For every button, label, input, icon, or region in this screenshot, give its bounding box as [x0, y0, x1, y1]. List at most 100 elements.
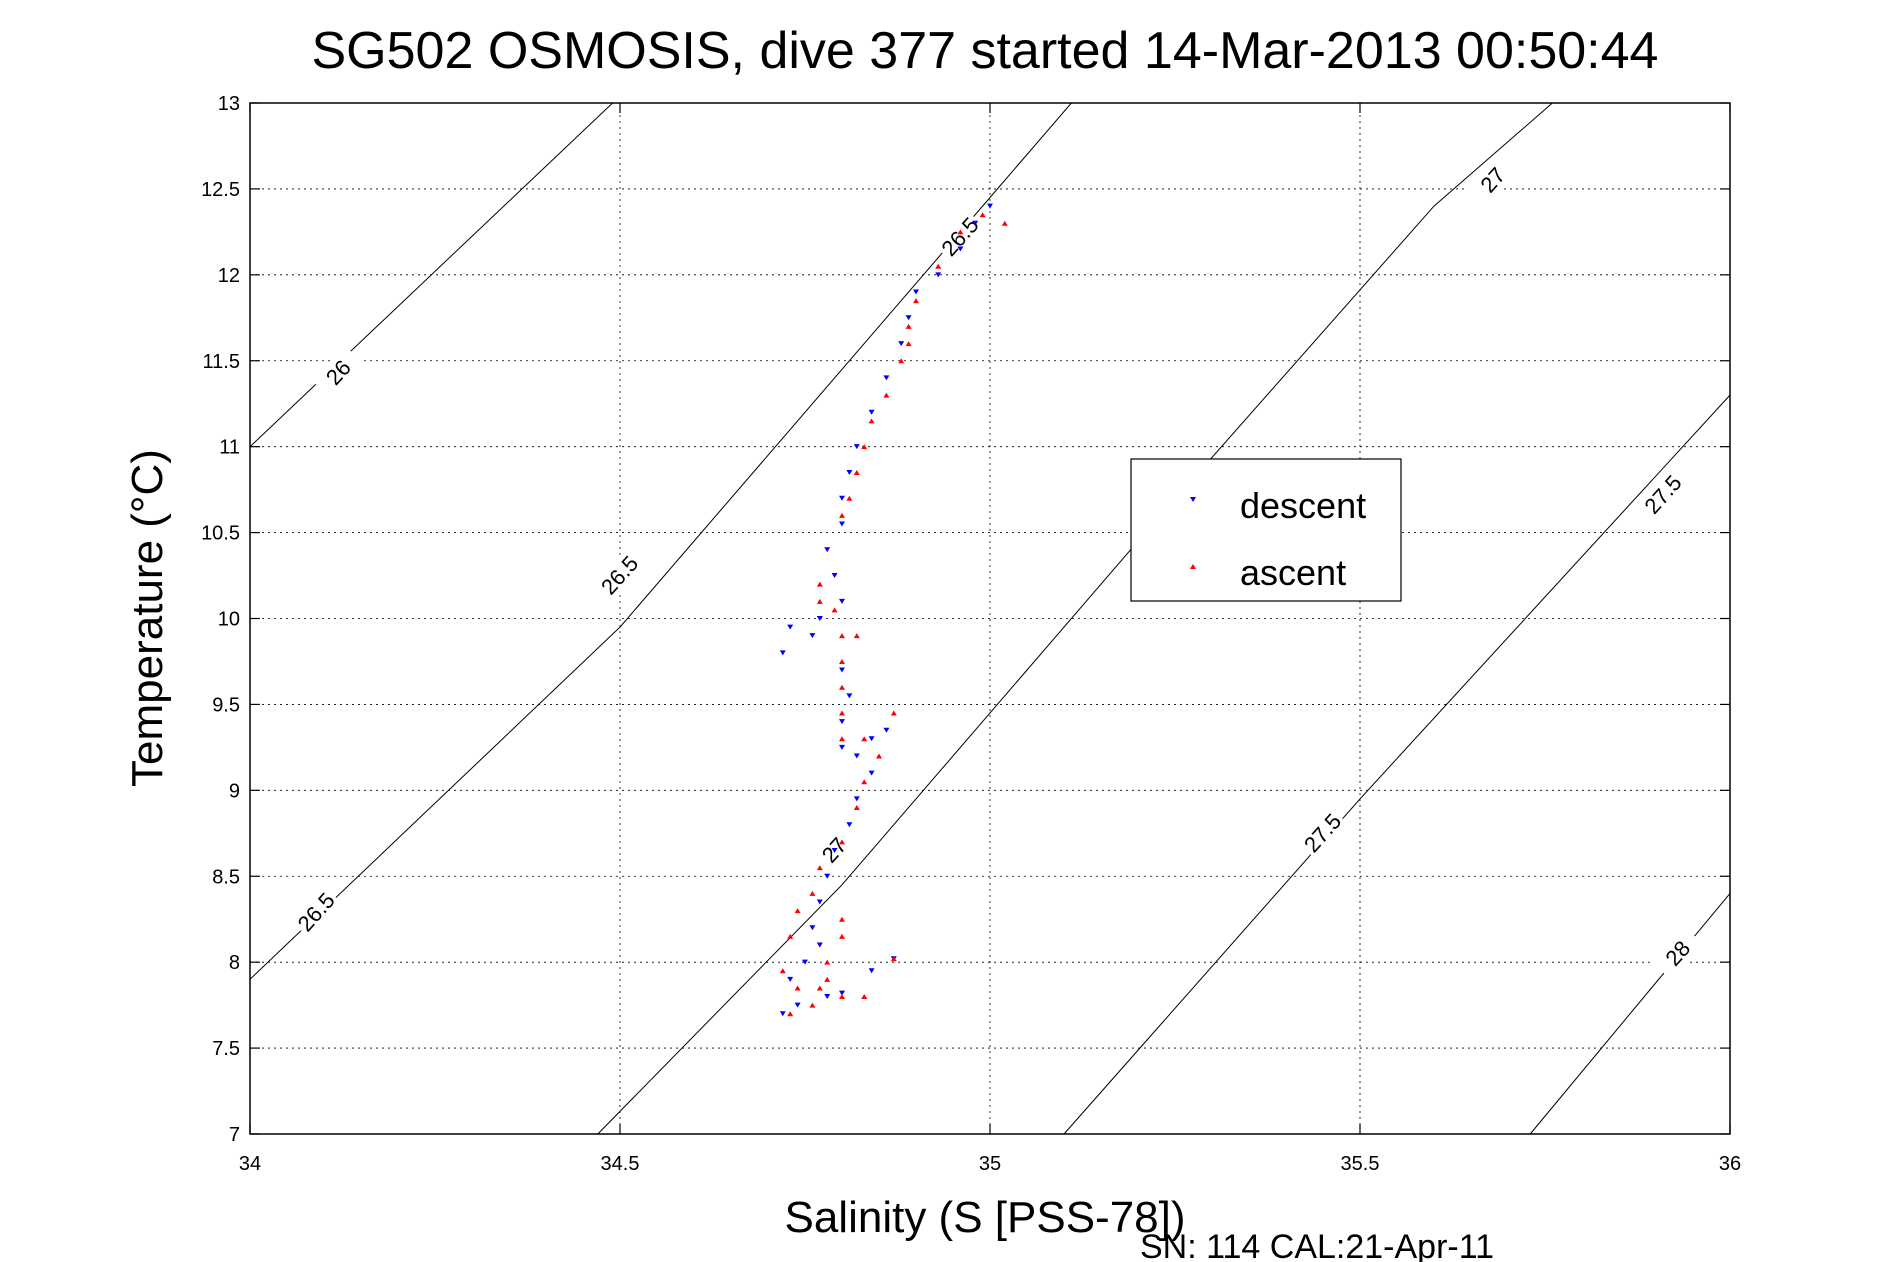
descent-point [779, 1011, 786, 1017]
ascent-point [853, 633, 860, 639]
ascent-point [905, 323, 912, 329]
descent-point [824, 547, 831, 553]
ascent-point [898, 358, 905, 364]
contour-label-mask [1467, 153, 1519, 207]
ascent-point [913, 298, 919, 304]
x-axis-title: Salinity (S [PSS-78]) [784, 1193, 1185, 1242]
descent-point [816, 899, 823, 905]
density-contour-line [1529, 893, 1731, 1135]
descent-point [787, 976, 794, 982]
grid-lines [250, 103, 1730, 1134]
legend-ascent-marker [1190, 564, 1196, 569]
y-tick-label: 11 [219, 437, 240, 459]
descent-point [831, 847, 838, 853]
descent-point [846, 469, 853, 475]
serial-calibration-note: SN: 114 CAL:21-Apr-11 [1140, 1228, 1494, 1262]
y-tick-label: 7.5 [212, 1038, 240, 1060]
ascent-point [809, 890, 816, 896]
ascent-point [861, 736, 868, 742]
contour-label-mask [1652, 927, 1704, 981]
contour-label-mask [313, 346, 365, 400]
legend-box [1130, 458, 1402, 602]
chart-title: SG502 OSMOSIS, dive 377 started 14-Mar-2… [312, 22, 1659, 80]
ascent-point [794, 985, 801, 991]
contour-label-mask [594, 549, 646, 603]
descent-point [816, 942, 823, 948]
descent-point [883, 727, 890, 733]
descent-point [883, 375, 890, 381]
descent-point [868, 409, 875, 415]
ascent-point [890, 956, 897, 962]
ascent-point [876, 753, 882, 759]
ascent-point [809, 1002, 816, 1008]
ascent-point [839, 994, 845, 1000]
descent-point [898, 341, 905, 347]
x-axis-ticks: 34 34.5 35 35.5 36 [239, 103, 1741, 1175]
ascent-point [890, 710, 897, 716]
y-tick-label: 8.5 [212, 866, 240, 888]
descent-point [831, 573, 838, 579]
ascent-point [861, 994, 868, 1000]
contour-label-mask [1297, 806, 1349, 860]
x-tick-label: 34.5 [601, 1153, 640, 1175]
contour-label-mask [290, 885, 343, 939]
density-contour-line [1063, 394, 1731, 1135]
descent-point [868, 968, 875, 974]
contour-label-mask [1637, 468, 1690, 522]
descent-point [853, 444, 860, 450]
ascent-point [1001, 220, 1008, 226]
y-axis-ticks: 7 7.5 8 8.5 9 9.5 10 10.5 11 11.5 12 12.5 13 [201, 93, 1730, 1146]
descent-point [846, 693, 853, 699]
y-tick-label: 7 [229, 1124, 240, 1146]
descent-point [802, 959, 808, 965]
density-contour-line [249, 102, 1072, 980]
ascent-point [868, 418, 875, 424]
ascent-point [846, 495, 853, 501]
ascent-point [816, 985, 823, 991]
ascent-point [839, 710, 845, 716]
descent-point [824, 994, 831, 1000]
y-tick-label: 13 [218, 93, 240, 115]
x-tick-label: 36 [1719, 1153, 1741, 1175]
descent-point [809, 925, 816, 931]
ascent-point [816, 865, 823, 871]
descent-point [905, 315, 912, 321]
y-tick-label: 10.5 [201, 523, 240, 545]
ascent-point [787, 933, 794, 939]
legend-descent-label: descent [1240, 485, 1366, 526]
x-tick-label: 35 [979, 1153, 1001, 1175]
descent-point [846, 822, 853, 828]
ascent-point [824, 976, 831, 982]
ascent-point [831, 607, 838, 613]
ascent-point [979, 212, 986, 218]
descent-point [787, 624, 794, 630]
density-contour-line [249, 102, 613, 448]
ascent-point [839, 933, 845, 939]
y-tick-label: 9 [229, 780, 240, 802]
ascent-point [883, 392, 890, 398]
descent-point [794, 1002, 801, 1008]
ascent-point [839, 512, 845, 518]
descent-point [839, 719, 845, 725]
legend-descent-marker [1190, 497, 1196, 502]
ascent-point [779, 968, 786, 974]
descent-point [839, 598, 845, 604]
descent-point [935, 272, 942, 278]
ascent-point [839, 633, 845, 639]
descent-point [839, 744, 845, 750]
descent-point [913, 289, 919, 295]
descent-point [868, 736, 875, 742]
ascent-point [816, 581, 823, 587]
ascent-point [935, 263, 942, 269]
legend-ascent-label: ascent [1240, 552, 1346, 593]
ascent-point [816, 598, 823, 604]
x-tick-label: 34 [239, 1153, 261, 1175]
y-tick-label: 12.5 [201, 179, 240, 201]
y-tick-label: 9.5 [212, 694, 240, 716]
descent-point [853, 796, 860, 802]
y-tick-label: 12 [218, 265, 240, 287]
ascent-point [839, 658, 845, 664]
ascent-point [861, 779, 868, 785]
ascent-point [861, 444, 868, 450]
